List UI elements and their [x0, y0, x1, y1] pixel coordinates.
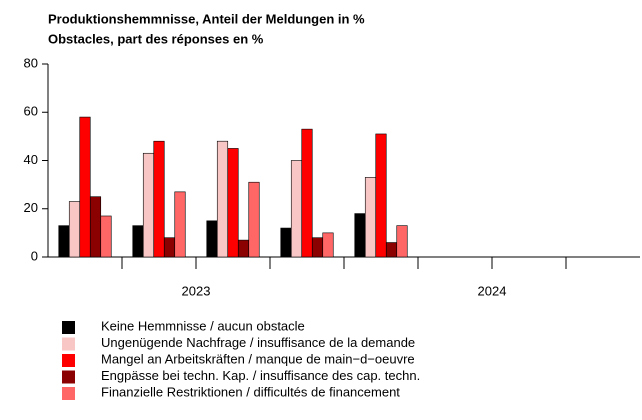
- y-tick-label: 40: [24, 152, 38, 167]
- legend-swatch: [62, 321, 75, 334]
- bar: [396, 225, 408, 258]
- legend-label: Ungenügende Nachfrage / insuffisance de …: [101, 335, 415, 350]
- bar: [206, 220, 218, 258]
- legend-swatch: [62, 370, 75, 384]
- x-group-label: 2023: [182, 283, 211, 298]
- bar: [280, 227, 292, 258]
- bar: [354, 213, 366, 258]
- legend-label: Keine Hemmnisse / aucun obstacle: [101, 318, 305, 333]
- bar: [89, 196, 102, 258]
- chart-title: Produktionshemmnisse, Anteil der Meldung…: [48, 11, 365, 26]
- legend-label: Finanzielle Restriktionen / difficultés …: [101, 384, 400, 399]
- bar: [248, 181, 260, 258]
- bar: [290, 160, 303, 258]
- y-tick-label: 20: [24, 200, 38, 215]
- bar: [174, 191, 186, 258]
- x-group-label: 2024: [478, 283, 507, 298]
- legend-label: Mangel an Arbeitskräften / manque de mai…: [101, 351, 415, 366]
- legend-swatch: [62, 354, 75, 367]
- bar: [322, 232, 334, 258]
- bar: [364, 177, 377, 258]
- bar: [311, 237, 324, 258]
- bar: [153, 140, 165, 258]
- legend-label: Engpässe bei techn. Kap. / insuffisance …: [101, 368, 420, 383]
- chart-subtitle: Obstacles, part des réponses en %: [48, 31, 264, 46]
- bar: [79, 116, 91, 258]
- bar: [375, 133, 387, 258]
- y-tick-label: 60: [24, 104, 38, 119]
- bar: [68, 201, 81, 258]
- bar: [132, 225, 144, 258]
- bar: [216, 140, 229, 258]
- bar: [163, 237, 176, 258]
- bar: [301, 128, 313, 258]
- legend-swatch: [62, 387, 75, 400]
- bar: [100, 215, 112, 258]
- bar: [142, 152, 155, 258]
- bar: [227, 148, 239, 258]
- y-tick-label: 80: [24, 55, 38, 70]
- legend-swatch: [62, 337, 75, 351]
- bar: [385, 242, 398, 258]
- bar: [237, 239, 250, 258]
- bar: [58, 225, 70, 258]
- y-tick-label: 0: [31, 248, 38, 263]
